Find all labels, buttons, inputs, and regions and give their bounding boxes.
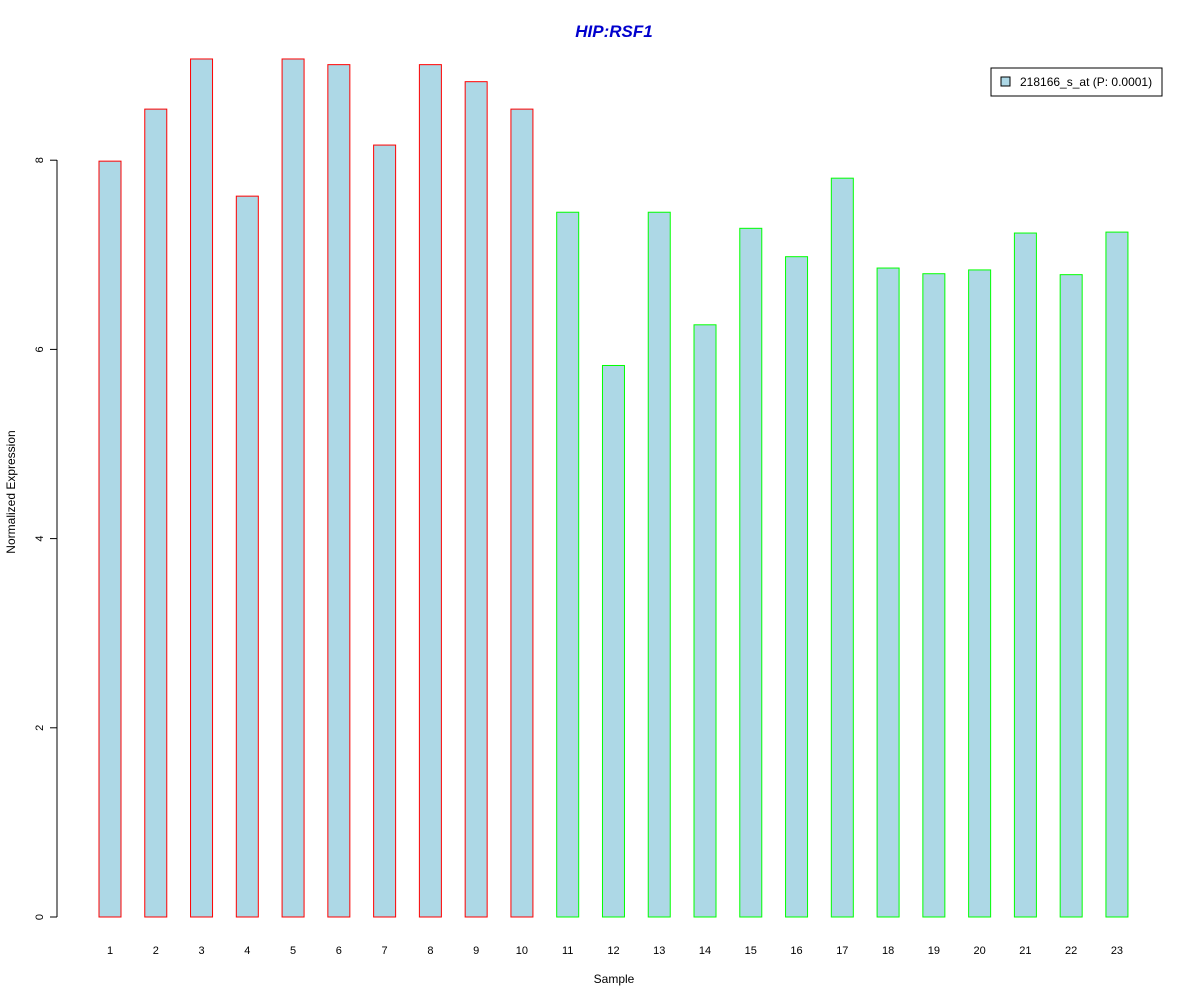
y-axis-label: Normalized Expression	[4, 430, 18, 553]
y-axis: 0 2 4 6 8	[34, 157, 58, 920]
bar-sample-23	[1105, 231, 1129, 918]
bar-sample-10	[510, 108, 534, 918]
bar-sample-20	[968, 269, 992, 918]
x-tick-label: 12	[607, 945, 619, 957]
bar-sample-19	[922, 273, 946, 918]
bar-sample-4	[235, 195, 259, 918]
x-tick-label: 7	[382, 945, 388, 957]
x-tick-label: 15	[745, 945, 757, 957]
x-tick-label: 8	[427, 945, 433, 957]
bar-sample-6	[327, 64, 351, 918]
bar-sample-21	[1013, 232, 1037, 918]
x-tick-label: 16	[790, 945, 802, 957]
bar-sample-5	[281, 58, 305, 918]
bar-sample-16	[785, 256, 809, 918]
bar-sample-7	[373, 144, 397, 918]
legend-box	[990, 67, 1163, 97]
x-tick-label: 2	[153, 945, 159, 957]
x-tick-labels: 1 2 3 4 5 6 7 8 9 10 11 12 13 14 15 16 17 18 19 20 21 22 23	[107, 945, 1123, 957]
y-tick-label: 6	[34, 346, 46, 352]
x-tick-label: 17	[836, 945, 848, 957]
x-tick-label: 6	[336, 945, 342, 957]
bar-sample-17	[830, 177, 854, 918]
y-tick-label: 0	[34, 914, 46, 920]
bar-sample-18	[876, 267, 900, 918]
x-tick-label: 20	[974, 945, 986, 957]
x-tick-label: 21	[1019, 945, 1031, 957]
x-tick-label: 1	[107, 945, 113, 957]
chart-title: HIP:RSF1	[575, 22, 652, 41]
bar-sample-1	[98, 160, 122, 918]
y-tick-label: 2	[34, 725, 46, 731]
bar-sample-14	[693, 324, 717, 918]
x-tick-label: 23	[1111, 945, 1123, 957]
bar-sample-3	[190, 58, 214, 918]
bar-sample-2	[144, 108, 168, 918]
y-tick-label: 4	[34, 536, 46, 542]
bar-sample-13	[647, 211, 671, 918]
x-tick-label: 14	[699, 945, 711, 957]
x-tick-label: 18	[882, 945, 894, 957]
x-axis-label: Sample	[594, 972, 635, 986]
x-tick-label: 11	[562, 945, 573, 957]
x-tick-label: 9	[473, 945, 479, 957]
legend-swatch	[1000, 76, 1011, 87]
bar-sample-15	[739, 227, 763, 918]
x-tick-label: 3	[198, 945, 204, 957]
y-tick-label: 8	[34, 157, 46, 163]
bar-sample-9	[464, 81, 488, 918]
bar-sample-22	[1059, 274, 1083, 918]
x-tick-label: 19	[928, 945, 940, 957]
legend: 218166_s_at (P: 0.0001)	[990, 67, 1163, 97]
bar-sample-12	[601, 364, 625, 918]
bar-sample-11	[556, 211, 580, 918]
x-tick-label: 13	[653, 945, 665, 957]
bar-sample-8	[418, 64, 442, 918]
legend-series-label: 218166_s_at (P: 0.0001)	[1020, 75, 1152, 89]
x-tick-label: 22	[1065, 945, 1077, 957]
bars-group	[98, 58, 1129, 918]
x-tick-label: 5	[290, 945, 296, 957]
x-tick-label: 4	[244, 945, 250, 957]
x-tick-label: 10	[516, 945, 528, 957]
